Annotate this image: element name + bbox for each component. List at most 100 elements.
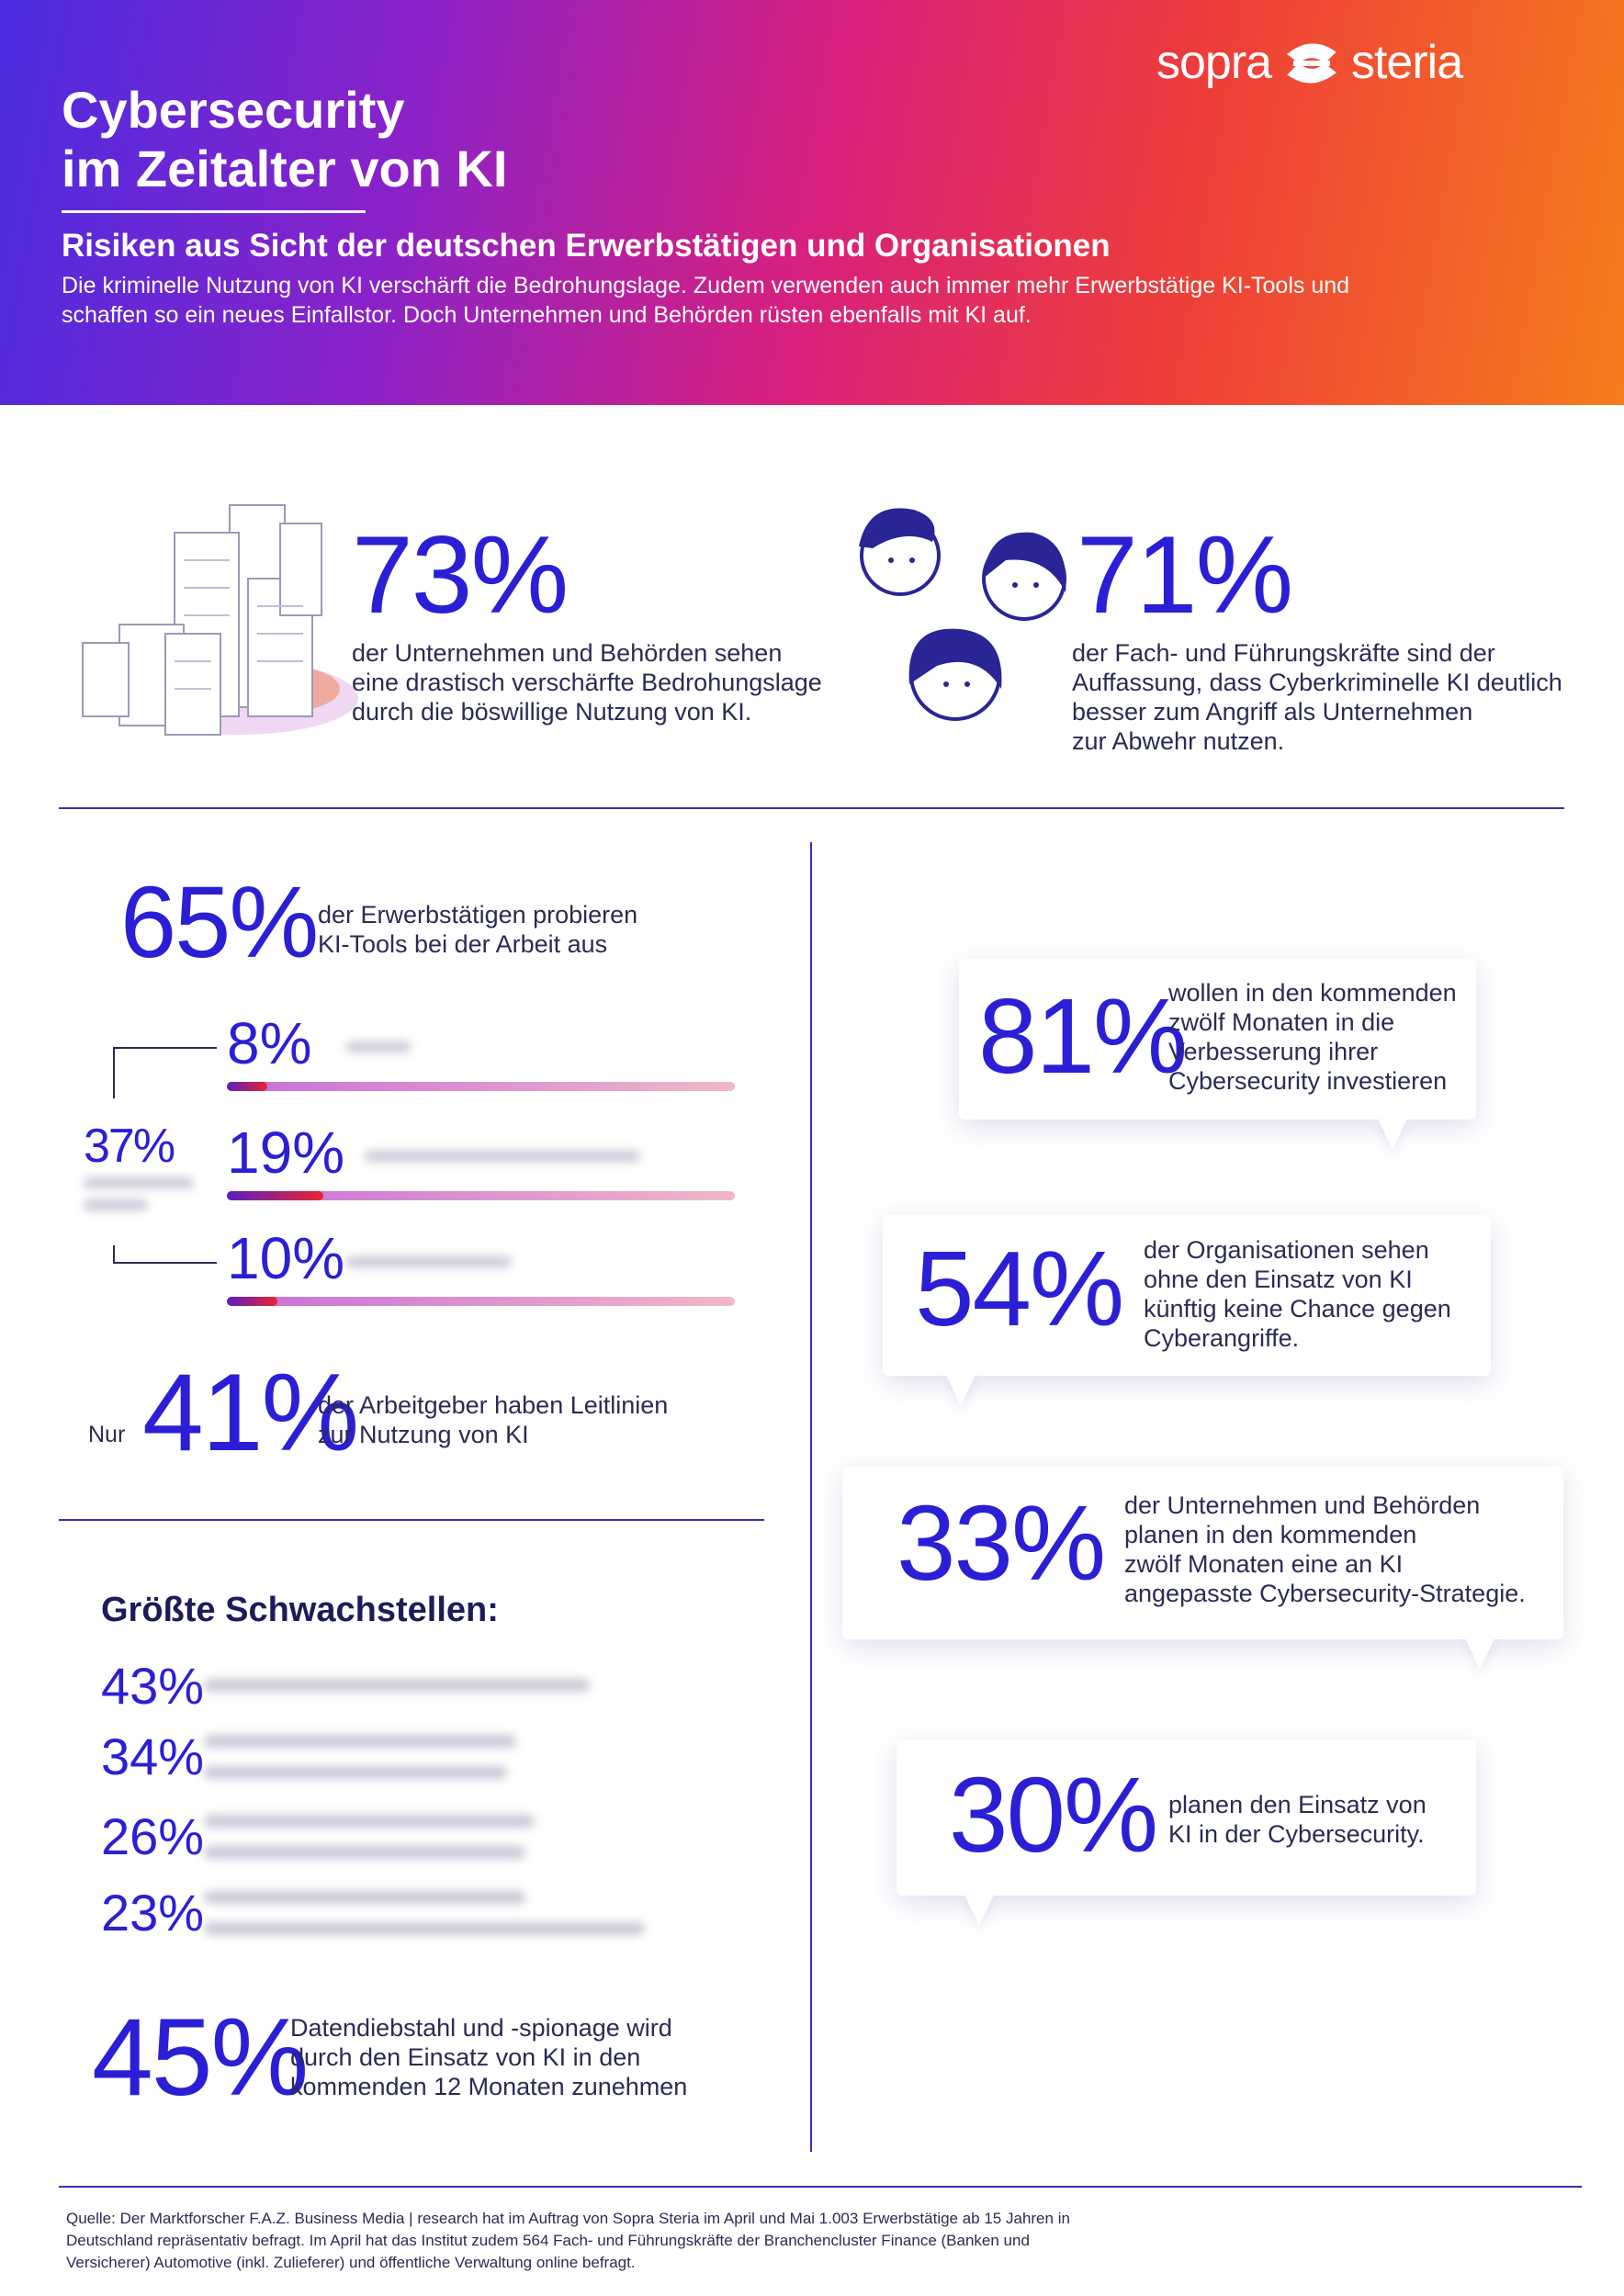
stat-value: 41% [142,1351,359,1474]
text-line: der Unternehmen und Behörden sehen [352,639,783,667]
intro: Die kriminelle Nutzung von KI verschärft… [62,271,1349,330]
source-line: Quelle: Der Marktforscher F.A.Z. Busines… [66,2210,1070,2227]
bracket [113,1245,115,1262]
stat-text: der Arbeitgeber haben Leitlinien zur Nut… [318,1390,668,1449]
divider [59,1519,764,1521]
section-title: Größte Schwachstellen: [101,1591,499,1629]
text-line: künftig keine Chance gegen [1144,1295,1451,1322]
bubble-tail [946,1375,976,1406]
bar-fill [227,1191,324,1200]
bubble-value: 81% [978,976,1188,1096]
blurred-text [365,1151,640,1162]
header: sopra steria Cybersecurity im Zeitalter … [0,0,1624,405]
text-line: zwölf Monaten in die [1168,1008,1395,1036]
stat-value: 65% [120,866,319,979]
blurred-text [204,1766,507,1779]
text-line: Verbesserung ihrer [1168,1038,1379,1065]
text-line: durch die böswillige Nutzung von KI. [352,698,752,726]
weakness-value: 43% [101,1657,205,1715]
frequency-value: 10% [227,1225,345,1291]
bubble-value: 30% [949,1755,1158,1874]
prefix: Nur [88,1422,126,1447]
divider [59,2186,1582,2188]
weakness-value: 26% [101,1807,205,1865]
frequency-value: 8% [227,1010,312,1076]
bubble-value: 33% [897,1483,1106,1603]
text-line: Auffassung, dass Cyberkriminelle KI deut… [1072,669,1562,696]
text-line: der Fach- und Führungskräfte sind der [1072,639,1495,667]
divider [59,807,1564,809]
logo-text: sopra [1156,36,1272,89]
buildings-illustration [82,504,358,736]
bracket [113,1262,217,1264]
text-line: durch den Einsatz von KI in den [290,2043,641,2071]
speech-bubble [897,1739,1476,1896]
bubble-tail [1378,1119,1407,1150]
logo: sopra steria [1156,35,1463,90]
blurred-text [84,1199,148,1210]
intro-line: Die kriminelle Nutzung von KI verschärft… [62,273,1350,298]
text-line: der Arbeitgeber haben Leitlinien [318,1391,669,1419]
blurred-text [204,1891,525,1904]
blurred-text [204,1846,525,1859]
bracket [113,1047,217,1049]
speech-bubble [959,959,1476,1120]
bubble-tail [1465,1638,1494,1670]
text-line: Cyberangriffe. [1144,1324,1300,1352]
text-line: KI-Tools bei der Arbeit aus [318,930,608,958]
stat-text: der Fach- und Führungskräfte sind der Au… [1072,638,1562,756]
source-line: Deutschland repräsentativ befragt. Im Ap… [66,2232,1030,2249]
bracket [113,1047,115,1098]
text-line: der Unternehmen und Behörden [1124,1491,1481,1519]
text-line: angepasste Cybersecurity-Strategie. [1124,1580,1526,1607]
divider [810,842,812,2152]
faces-illustration [859,508,1066,721]
intro-line: schaffen so ein neues Einfallstor. Doch … [62,302,1032,328]
blurred-text [204,1922,645,1935]
total-value: 37% [84,1120,175,1173]
text-line: planen in den kommenden [1124,1521,1417,1548]
blurred-text [84,1177,194,1188]
blurred-text [346,1256,512,1267]
blurred-text [204,1679,590,1692]
stat-value: 71% [1077,513,1293,636]
text-line: ohne den Einsatz von KI [1144,1266,1413,1293]
stat-value: 73% [352,513,569,636]
text-line: zwölf Monaten eine an KI [1124,1550,1404,1578]
text-line: wollen in den kommenden [1168,979,1457,1007]
text-line: kommenden 12 Monaten zunehmen [290,2073,688,2100]
bubble-value: 54% [915,1229,1124,1348]
text-line: der Erwerbstätigen probieren [318,901,638,929]
weakness-value: 23% [101,1884,205,1941]
text-line: Cybersecurity investieren [1168,1067,1448,1095]
source: Quelle: Der Marktforscher F.A.Z. Busines… [66,2208,1070,2274]
title: Cybersecurity im Zeitalter von KI [62,81,507,198]
text-line: zur Nutzung von KI [318,1421,529,1448]
logo-text: steria [1350,36,1463,89]
title-line: Cybersecurity [62,81,405,139]
text-line: Datendiebstahl und -spionage wird [290,2014,672,2042]
stat-value: 45% [92,1996,309,2119]
bar-track [227,1082,735,1091]
bar-fill [227,1297,278,1306]
text-line: besser zum Angriff als Unternehmen [1072,698,1473,726]
stat-text: Datendiebstahl und -spionage wird durch … [290,2013,687,2101]
title-line: im Zeitalter von KI [62,140,508,197]
text-line: zur Abwehr nutzen. [1072,727,1285,755]
text-line: der Organisationen sehen [1144,1236,1429,1264]
blurred-text [204,1735,516,1748]
text-line: eine drastisch verschärfte Bedrohungslag… [352,669,822,696]
source-line: Versicherer) Automotive (inkl. Zuliefere… [66,2254,636,2271]
stat-text: der Unternehmen und Behörden sehen eine … [352,638,822,726]
bar-fill [227,1082,268,1091]
blurred-text [346,1041,411,1052]
subtitle: Risiken aus Sicht der deutschen Erwerbst… [62,228,1111,264]
bubble-tail [964,1895,994,1926]
stat-text: der Erwerbstätigen probieren KI-Tools be… [318,900,637,959]
frequency-value: 19% [227,1120,345,1186]
title-rule [62,210,366,213]
speech-bubble [842,1467,1563,1639]
speech-bubble [883,1215,1491,1376]
blurred-text [204,1815,535,1828]
